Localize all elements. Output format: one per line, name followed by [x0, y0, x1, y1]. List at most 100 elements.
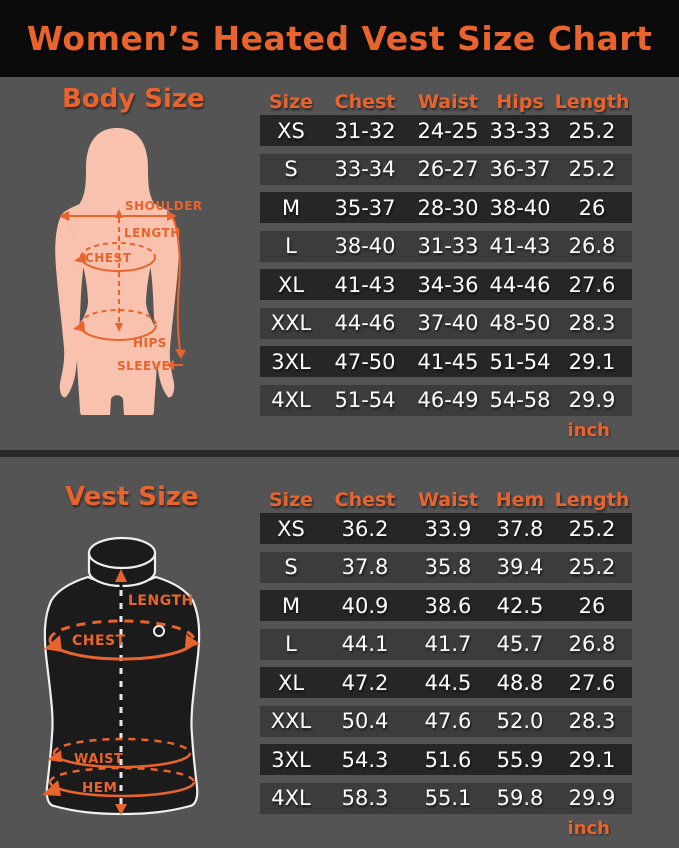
- chest-label: CHEST: [85, 251, 132, 265]
- body-table-rows: XS 31-32 24-25 33-33 25.2 S 33-34 26-27 36-37 25.…: [260, 115, 632, 416]
- vest-illustration-diagram: LENGTH CHEST WAIST HEM: [42, 536, 201, 816]
- vest-illustration: [43, 536, 201, 816]
- chest-label: CHEST: [72, 633, 126, 649]
- table-cell: XL: [277, 670, 305, 695]
- length-label: LENGTH: [124, 226, 181, 240]
- table-cell: 3XL: [271, 349, 311, 374]
- page-title: Women’s Heated Vest Size Chart: [26, 19, 653, 58]
- hips-label: HIPS: [133, 336, 167, 350]
- table-cell: 51-54: [489, 349, 551, 374]
- column-header-chest: Chest: [334, 90, 396, 113]
- table-cell: 36-37: [489, 157, 551, 181]
- table-cell: 48-50: [489, 311, 551, 335]
- table-cell: L: [285, 234, 297, 258]
- table-row: M 35-37 28-30 38-40 26: [260, 192, 632, 223]
- table-cell: 35-37: [334, 195, 396, 220]
- table-cell: M: [281, 593, 301, 618]
- title-bar: Women’s Heated Vest Size Chart: [0, 0, 679, 77]
- column-header-hem: Hem: [495, 488, 545, 511]
- table-row: XS 31-32 24-25 33-33 25.2: [260, 115, 632, 146]
- table-cell: L: [285, 632, 297, 656]
- table-cell: 52.0: [496, 709, 544, 733]
- table-cell: 44-46: [334, 311, 396, 335]
- table-cell: XS: [277, 516, 305, 541]
- table-cell: 54.3: [341, 747, 389, 772]
- table-cell: 55.9: [496, 747, 544, 772]
- table-cell: 24-25: [417, 118, 479, 143]
- table-cell: 50.4: [341, 709, 389, 733]
- table-cell: XXL: [270, 709, 312, 733]
- table-row: L 38-40 31-33 41-43 26.8: [260, 230, 632, 262]
- table-cell: 51.6: [424, 747, 472, 772]
- table-row: M 40.9 38.6 42.5 26: [260, 590, 632, 621]
- table-row: XL 47.2 44.5 48.8 27.6: [260, 667, 632, 698]
- unit-label: inch: [567, 419, 610, 441]
- table-cell: 38.6: [424, 593, 472, 618]
- table-cell: 44.5: [424, 670, 472, 695]
- body-silhouette: [55, 128, 179, 415]
- table-row: 3XL 47-50 41-45 51-54 29.1: [260, 346, 632, 377]
- table-cell: 26: [578, 195, 606, 220]
- table-cell: 48.8: [496, 670, 544, 695]
- table-cell: 55.1: [424, 786, 472, 810]
- table-row: 4XL 58.3 55.1 59.8 29.9: [260, 782, 632, 814]
- table-cell: 39.4: [496, 555, 544, 579]
- chest-measure-ellipse: [74, 242, 156, 272]
- table-cell: 37.8: [341, 555, 389, 579]
- table-cell: 34-36: [417, 272, 479, 297]
- table-cell: 4XL: [271, 388, 311, 412]
- table-cell: 47.6: [424, 709, 472, 733]
- length-label: LENGTH: [128, 593, 194, 609]
- table-cell: 44-46: [489, 272, 551, 297]
- table-row: XXL 44-46 37-40 48-50 28.3: [260, 307, 632, 339]
- column-header-size: Size: [268, 488, 314, 511]
- table-cell: 58.3: [341, 786, 389, 810]
- column-header-chest: Chest: [334, 488, 396, 511]
- table-row: 4XL 51-54 46-49 54-58 29.9: [260, 384, 632, 416]
- table-cell: XXL: [270, 311, 312, 335]
- table-cell: 25.2: [568, 157, 616, 181]
- shoulder-label: SHOULDER: [125, 199, 203, 213]
- table-cell: 54-58: [489, 388, 551, 412]
- table-cell: 31-33: [417, 234, 479, 258]
- table-cell: 29.9: [568, 786, 616, 810]
- column-header-size: Size: [268, 90, 314, 113]
- table-cell: 41-43: [334, 272, 396, 297]
- table-cell: 4XL: [271, 786, 311, 810]
- length-measure-arrow: [115, 209, 123, 332]
- table-cell: 26: [578, 593, 606, 618]
- vest-size-table: Size Chest Waist Hem Length XS 36.2 33.9 37…: [260, 486, 632, 839]
- table-row: XS 36.2 33.9 37.8 25.2: [260, 513, 632, 544]
- table-cell: 31-32: [334, 118, 396, 143]
- table-cell: 40.9: [341, 593, 389, 618]
- table-cell: 35.8: [424, 555, 472, 579]
- column-header-length: Length: [554, 488, 630, 511]
- body-size-table: Size Chest Waist Hips Length XS 31-32 24-2…: [260, 88, 632, 441]
- table-cell: 46-49: [417, 388, 479, 412]
- body-size-heading: Body Size: [62, 84, 205, 114]
- sleeve-label: SLEEVE: [117, 359, 170, 373]
- body-silhouette-diagram: SHOULDER LENGTH CHEST HIPS SLEEVE: [55, 128, 203, 415]
- waist-label: WAIST: [74, 752, 123, 767]
- waist-measure-ellipse: [47, 737, 192, 769]
- table-cell: 38-40: [334, 234, 396, 258]
- table-cell: 28.3: [568, 311, 616, 335]
- table-cell: 47.2: [341, 670, 389, 695]
- table-cell: 28-30: [417, 195, 479, 220]
- table-cell: 45.7: [496, 632, 544, 656]
- table-cell: 26-27: [417, 157, 479, 181]
- hem-label: HEM: [82, 780, 117, 796]
- table-cell: 37-40: [417, 311, 479, 335]
- table-cell: 41-43: [489, 234, 551, 258]
- table-cell: XS: [277, 118, 305, 143]
- table-cell: 36.2: [341, 516, 389, 541]
- hem-measure-ellipse: [42, 766, 196, 798]
- table-cell: 25.2: [568, 555, 616, 579]
- table-cell: 25.2: [568, 118, 616, 143]
- table-row: 3XL 54.3 51.6 55.9 29.1: [260, 744, 632, 775]
- table-cell: S: [284, 555, 298, 579]
- table-cell: 27.6: [568, 670, 616, 695]
- table-row: L 44.1 41.7 45.7 26.8: [260, 628, 632, 660]
- table-row: XXL 50.4 47.6 52.0 28.3: [260, 705, 632, 737]
